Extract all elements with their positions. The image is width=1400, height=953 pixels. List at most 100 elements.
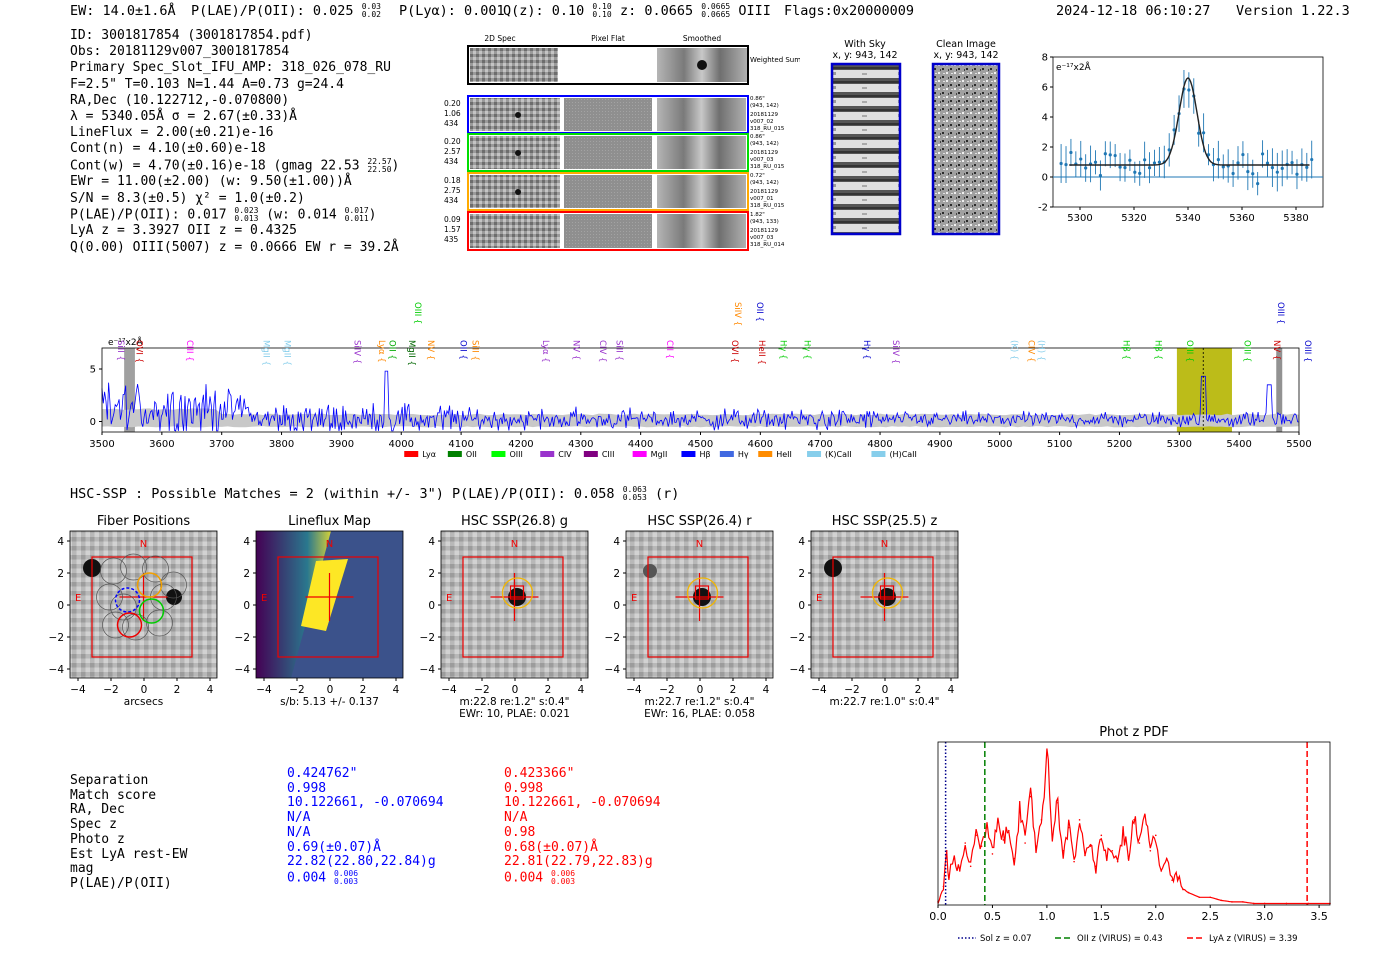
hsc-panel-2: HSC SSP(26.8) g N E 4 2 0 −2 −4 −4 −2 0 2 4 m:22.8 re… — [420, 514, 589, 720]
pdf-point — [1100, 834, 1103, 837]
zoom-data-point — [1172, 128, 1176, 132]
hsc-xtick-label: 2 — [915, 684, 922, 696]
zoom-data-point — [1305, 165, 1309, 169]
spectrum-legend-label: MgII — [651, 450, 668, 459]
spectrum-legend-label: Lyα — [422, 450, 436, 459]
pdf-point — [1040, 819, 1043, 821]
spectrum-legend-swatch — [447, 451, 462, 457]
hsc-xtick-label: 0 — [327, 684, 334, 696]
match-label-score: Match score — [70, 787, 157, 803]
spectrum-line-marker: Hβ { — [1121, 340, 1131, 360]
match-2-column: 0.423366" 0.998 10.122661, -0.070694 N/A… — [504, 766, 661, 886]
zoom-data-point — [1246, 170, 1250, 174]
pdf-point — [1105, 857, 1108, 860]
hsc-search-box — [647, 556, 749, 658]
pdf-point — [1067, 826, 1070, 829]
zoom-data-point — [1290, 160, 1294, 165]
header-qz: Q(z): 0.10 0.10 0.10 — [503, 2, 612, 20]
info-lambda: λ = 5340.05Å σ = 2.67(±0.33)Å — [70, 109, 297, 125]
header-flags: Flags:0x20000009 — [784, 3, 915, 19]
zoom-ytick-label: 0 — [1042, 173, 1048, 184]
hsc-panel-caption-2: EWr: 16, PLAE: 0.058 — [644, 708, 755, 720]
zoom-data-point — [1275, 170, 1279, 174]
svg-text:434: 434 — [444, 119, 459, 128]
weighted-label: Weighted Sum — [750, 56, 800, 64]
cutout-row-0: 0.20 1.06 434 0.86" (943, 142) 20181129 … — [444, 95, 785, 134]
spectrum-line-marker: OII { — [386, 340, 396, 360]
hsc-ytick-label: −4 — [605, 664, 621, 676]
zoom-data-point — [1157, 160, 1161, 164]
zoom-data-point — [1098, 173, 1103, 178]
hsc-xtick-label: −2 — [844, 684, 859, 696]
hsc-ytick-label: 2 — [428, 568, 435, 580]
pdf-point — [958, 870, 961, 872]
pdf-xtick-label: 0.0 — [929, 910, 947, 923]
zoom-ytick-label: -2 — [1038, 203, 1048, 214]
hsc-ytick-label: −2 — [235, 632, 250, 644]
hsc-ytick-label: 2 — [57, 568, 64, 580]
hsc-north-label: N — [881, 539, 888, 550]
pdf-point — [1182, 888, 1184, 891]
zoom-xtick-label: 5380 — [1283, 213, 1308, 224]
zoom-data-point — [1123, 166, 1127, 170]
zoom-data-point — [1206, 153, 1211, 157]
spectrum-line-marker: HeII { — [756, 340, 766, 365]
lineflux-map-peak — [301, 559, 348, 631]
spectrum-line-marker: CII { — [664, 340, 674, 359]
zoom-ytick-label: 2 — [1042, 143, 1048, 154]
svg-text:0.86": 0.86" — [750, 96, 765, 102]
spectrum-xtick-label: 5300 — [1167, 439, 1192, 450]
zoom-data-point — [1147, 166, 1152, 170]
spectrum-line-marker: (K) { — [1009, 340, 1019, 360]
svg-text:v007_03: v007_03 — [750, 157, 774, 163]
hsc-panel-caption-2: EWr: 10, PLAE: 0.021 — [459, 708, 570, 720]
spectrum-legend-swatch — [404, 451, 419, 457]
hsc-panel-4: HSC SSP(25.5) z N E 4 2 0 −2 −4 −4 −2 0 2 4 m:22.7 re… — [790, 514, 959, 708]
zoom-model-fit — [1069, 77, 1310, 166]
cutout-row-3: 0.09 1.57 435 1.82" (943, 133) 20181129 … — [444, 211, 785, 251]
pdf-title: Phot z PDF — [1099, 725, 1169, 740]
svg-text:v007_02: v007_02 — [750, 119, 774, 125]
spectrum-line-marker: OIII { — [1184, 340, 1194, 362]
svg-text:318_RU_015: 318_RU_015 — [750, 126, 785, 132]
match-1-separation: 0.424762" — [287, 766, 358, 781]
hsc-xtick-label: 2 — [545, 684, 552, 696]
hsc-east-label: E — [75, 593, 81, 604]
spectrum-legend-swatch — [632, 451, 647, 457]
pdf-xtick-label: 3.0 — [1256, 910, 1274, 923]
zoom-data-point — [1197, 131, 1201, 135]
pdf-xtick-label: 1.0 — [1038, 910, 1056, 923]
info-primary: Primary Spec_Slot_IFU_AMP: 318_026_078_R… — [70, 60, 391, 76]
pdf-point — [1242, 901, 1244, 903]
hsc-source-blob — [166, 589, 182, 605]
svg-text:0.86": 0.86" — [750, 134, 765, 140]
match-2-plae: 0.004 0.006 0.003 — [504, 868, 576, 886]
zoom-data-point — [1069, 150, 1073, 155]
hsc-ytick-label: 0 — [57, 600, 64, 612]
hsc-xtick-label: 4 — [763, 684, 770, 696]
spectrum-xtick-label: 5100 — [1047, 439, 1072, 450]
zoom-ytick-label: 6 — [1042, 83, 1048, 94]
fiber-circle — [160, 571, 187, 599]
pdf-point — [1051, 834, 1054, 837]
lineflux-map-edge — [291, 531, 403, 678]
spectrum-line-marker: SiIV { — [732, 302, 742, 326]
pdf-point — [1144, 814, 1146, 816]
pdf-point — [1007, 829, 1010, 832]
match-1-specz: N/A — [287, 810, 311, 826]
spectrum-legend-swatch — [719, 451, 734, 457]
match-2-photoz: 0.98 — [504, 824, 536, 840]
fiber-circle — [146, 609, 173, 637]
zoom-data-point — [1059, 161, 1063, 166]
pdf-point — [1024, 842, 1026, 844]
with-sky-xy: x, y: 943, 142 — [832, 50, 897, 61]
fiber-green — [138, 598, 165, 624]
hsc-xtick-label: 0 — [141, 684, 148, 696]
hsc-xtick-label: 4 — [207, 684, 214, 696]
cutout-col-2dspec: 2D Spec — [484, 34, 515, 43]
zoom-data-point — [1152, 161, 1157, 165]
weighted-blob — [697, 60, 707, 70]
match-2-separation: 0.423366" — [504, 766, 575, 781]
info-obs: Obs: 20181129v007_3001817854 — [70, 44, 290, 60]
zoom-data-point — [1128, 158, 1132, 162]
